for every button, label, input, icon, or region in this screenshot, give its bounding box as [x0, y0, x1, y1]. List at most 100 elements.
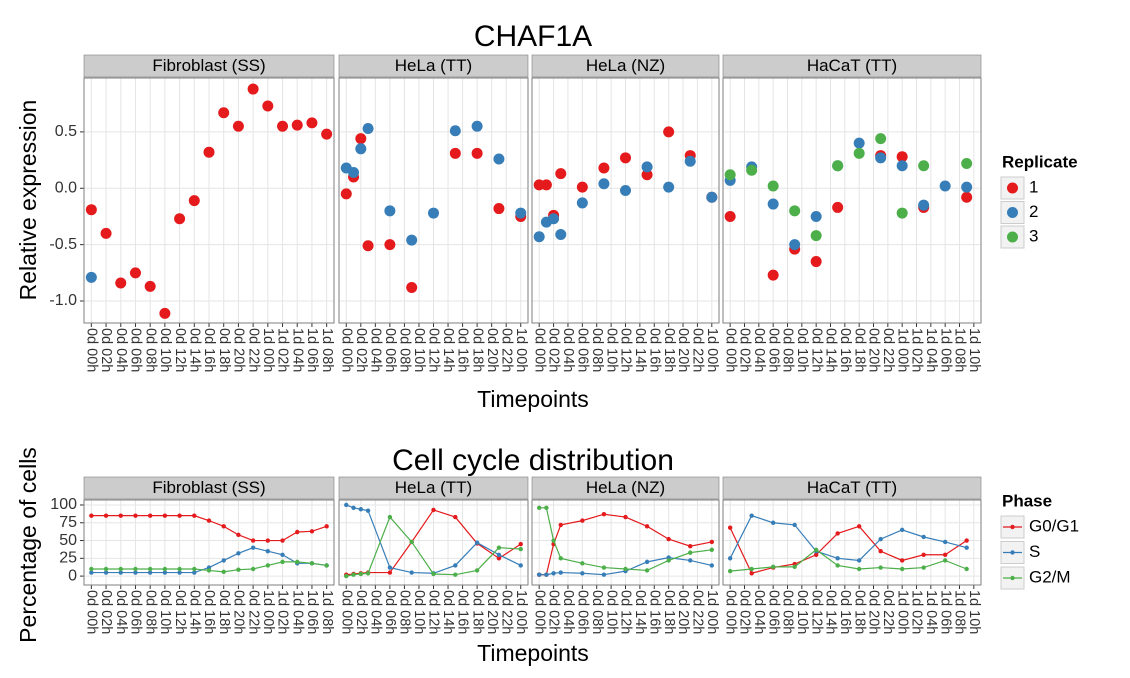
line-point [709, 547, 715, 552]
x-tick-label: 0d 10h [411, 590, 427, 634]
line-point [358, 571, 364, 577]
x-tick-label: 0d 04h [368, 328, 384, 372]
x-tick-label: 0d 10h [603, 590, 619, 634]
x-tick-label: 0d 14h [632, 590, 648, 634]
line-point [835, 531, 840, 536]
x-tick-label: 0d 04h [113, 590, 129, 634]
x-tick-label: 1d 00h [894, 590, 910, 634]
line-point [964, 538, 969, 543]
line-point [206, 518, 212, 523]
x-tick-label: 0d 04h [368, 590, 384, 634]
line-point [192, 513, 197, 518]
x-tick-label: 0d 18h [851, 328, 867, 372]
x-tick-label: 0d 00h [338, 590, 354, 634]
x-tick-label: 0d 16h [455, 590, 471, 634]
x-tick-label: 0d 18h [851, 590, 867, 634]
scatter-point [896, 207, 908, 219]
x-tick-label: 1d 06h [304, 328, 320, 372]
line-point [644, 568, 650, 573]
line-point [365, 571, 371, 576]
line-point [727, 525, 733, 530]
scatter-point [449, 147, 461, 159]
scatter-point [85, 204, 97, 216]
scatter-point [471, 147, 483, 159]
line-point [295, 559, 300, 565]
x-tick-label: 0d 22h [690, 328, 706, 372]
series-line [729, 514, 967, 562]
line-point [236, 567, 241, 572]
line-point [921, 552, 926, 557]
line-point [835, 563, 840, 568]
line-point [162, 570, 168, 575]
scatter-point [384, 205, 396, 217]
y-tick-label: 0.5 [55, 123, 77, 140]
scatter-point [340, 188, 352, 200]
scatter-point [939, 180, 951, 192]
line-point [942, 539, 948, 545]
line-point [544, 505, 549, 511]
x-tick-label: 1d 04h [923, 590, 939, 634]
line-point [813, 547, 819, 552]
x-tick-label: 1d 04h [289, 328, 305, 372]
line-point [921, 534, 926, 540]
x-tick-label: 1d 00h [894, 328, 910, 372]
scatter-point [918, 199, 930, 211]
x-tick-label: 0d 18h [661, 590, 677, 634]
x-tick-label: 0d 08h [142, 328, 158, 372]
line-point [536, 505, 542, 511]
x-tick-label: 1d 02h [275, 590, 291, 634]
legend-label: G2/M [1029, 567, 1071, 586]
y-tick-label: 50 [59, 532, 77, 549]
line-point [536, 572, 542, 577]
legend-symbol [1010, 575, 1015, 581]
legend-title: Phase [1002, 491, 1052, 510]
scatter-point [598, 178, 610, 190]
panel [723, 500, 981, 585]
x-tick-label: 0d 18h [216, 590, 232, 634]
panel-border [338, 499, 529, 586]
x-tick-label: 1d 10h [966, 590, 982, 634]
panel-border [338, 77, 529, 324]
scatter-point [100, 227, 112, 239]
scatter-point [355, 133, 367, 145]
legend-label: 3 [1029, 226, 1038, 245]
line-point [358, 507, 364, 512]
x-tick-label: 1d 06h [937, 328, 953, 372]
scatter-point [493, 203, 505, 215]
line-point [792, 564, 797, 570]
x-tick-label: 0d 20h [866, 328, 882, 372]
line-point [496, 545, 502, 550]
line-point [365, 508, 371, 513]
line-point [309, 561, 315, 566]
x-tick-label: 1d 02h [909, 328, 925, 372]
facet-label: HeLa (NZ) [586, 478, 665, 497]
x-tick-label: 0d 00h [722, 328, 738, 372]
y-tick-label: 100 [50, 496, 77, 513]
x-tick-label: 1d 06h [304, 590, 320, 634]
line-point [878, 536, 883, 542]
line-point [580, 561, 585, 566]
line-point [666, 536, 671, 542]
x-tick-label: 0d 06h [128, 328, 144, 372]
x-tick-label: 0d 22h [245, 328, 261, 372]
line-point [221, 569, 226, 575]
series-line [729, 525, 967, 574]
scatter-point [232, 120, 244, 132]
line-point [580, 518, 585, 523]
line-point [856, 524, 862, 529]
line-point [351, 505, 356, 511]
facet-strip [531, 54, 720, 78]
x-tick-label: 0d 02h [98, 590, 114, 634]
scatter-point [277, 120, 289, 132]
line-point [749, 571, 754, 576]
facet-label: Fibroblast (SS) [152, 56, 265, 75]
x-tick-label: 0d 04h [113, 328, 129, 372]
x-tick-label: 1d 08h [952, 328, 968, 372]
x-tick-label: 0d 14h [440, 590, 456, 634]
x-tick-label: 0d 22h [498, 590, 514, 634]
x-tick-label: 0d 18h [661, 328, 677, 372]
x-tick-label: 0d 22h [880, 328, 896, 372]
line-point [177, 566, 182, 572]
x-tick-label: 0d 16h [837, 328, 853, 372]
scatter-point [724, 210, 736, 222]
